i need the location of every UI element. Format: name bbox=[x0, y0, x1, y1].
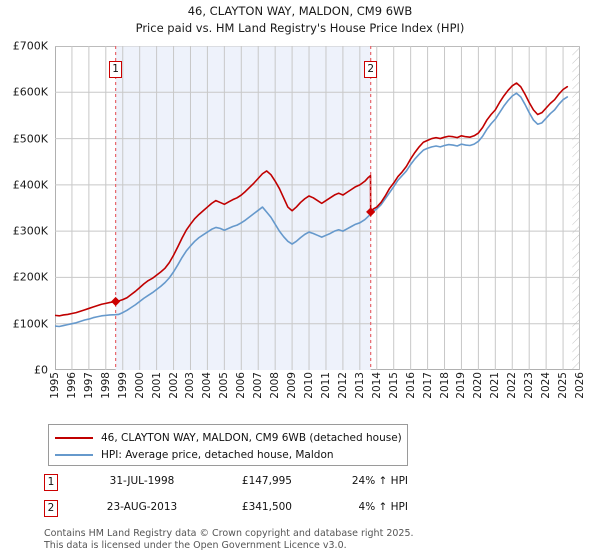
transaction-point-marker-2 bbox=[366, 207, 376, 217]
x-axis-tick-label: 2006 bbox=[235, 372, 248, 399]
x-axis-tick-label: 1999 bbox=[116, 372, 129, 399]
x-axis-tick-label: 2000 bbox=[133, 372, 146, 399]
y-axis-tick-label: £100K bbox=[12, 317, 48, 331]
x-axis-tick-label: 1996 bbox=[65, 372, 78, 399]
x-axis-tick-label: 2005 bbox=[218, 372, 231, 399]
legend-color-swatch bbox=[55, 453, 93, 456]
footer-licence: This data is licensed under the Open Gov… bbox=[44, 539, 347, 551]
x-axis-tick-label: 2021 bbox=[489, 372, 502, 399]
transaction-row[interactable]: 2 23-AUG-2013 £341,500 4% ↑ HPI bbox=[44, 498, 444, 524]
x-axis-tick-label: 2002 bbox=[167, 372, 180, 399]
series-line-price-paid bbox=[55, 82, 569, 317]
legend-color-swatch bbox=[55, 436, 93, 439]
chart-event-badge-2[interactable]: 2 bbox=[364, 61, 378, 78]
legend-item-label: 46, CLAYTON WAY, MALDON, CM9 6WB (detach… bbox=[101, 431, 402, 444]
transaction-hpi-delta: 4% ↑ HPI bbox=[358, 501, 408, 513]
x-axis-tick-label: 2014 bbox=[370, 372, 383, 399]
footer: Contains HM Land Registry data © Crown c… bbox=[44, 528, 584, 551]
chart-event-badge-1[interactable]: 1 bbox=[109, 61, 123, 78]
no-data-hatched-band bbox=[572, 46, 580, 370]
y-axis-tick-label: £400K bbox=[12, 178, 48, 192]
transaction-point-marker-1 bbox=[111, 296, 121, 307]
x-axis-tick-label: 2024 bbox=[540, 372, 553, 399]
x-axis-tick-label: 2003 bbox=[184, 372, 197, 399]
x-axis-tick-label: 2017 bbox=[421, 372, 434, 399]
legend-item-label: HPI: Average price, detached house, Mald… bbox=[101, 448, 334, 461]
x-axis-tick-label: 2016 bbox=[404, 372, 417, 399]
page-subtitle: Price paid vs. HM Land Registry's House … bbox=[135, 21, 465, 35]
x-axis-tick-label: 1995 bbox=[49, 372, 61, 399]
y-axis-tick-label: £0 bbox=[34, 363, 48, 377]
x-axis-tick-label: 2018 bbox=[438, 372, 451, 399]
chart-svg bbox=[55, 46, 580, 370]
x-axis-tick-label: 2009 bbox=[286, 372, 299, 399]
ownership-span-shading bbox=[115, 46, 371, 370]
transaction-date: 23-AUG-2013 bbox=[106, 501, 178, 513]
x-axis-tick-label: 2012 bbox=[336, 372, 349, 399]
x-axis-tick-label: 2010 bbox=[303, 372, 316, 399]
page-title: 46, CLAYTON WAY, MALDON, CM9 6WB bbox=[187, 4, 413, 18]
x-axis-tick-label: 2019 bbox=[455, 372, 468, 399]
series-line-hpi bbox=[55, 92, 569, 328]
y-axis-tick-label: £700K bbox=[12, 39, 48, 53]
y-axis-tick-label: £600K bbox=[12, 85, 48, 99]
chart-legend: 46, CLAYTON WAY, MALDON, CM9 6WB (detach… bbox=[48, 424, 408, 466]
x-axis-tick-label: 2022 bbox=[506, 372, 519, 399]
x-axis-tick-label: 2023 bbox=[523, 372, 536, 399]
x-axis-tick-label: 2020 bbox=[472, 372, 485, 399]
legend-item: 46, CLAYTON WAY, MALDON, CM9 6WB (detach… bbox=[55, 429, 402, 446]
legend-item: HPI: Average price, detached house, Mald… bbox=[55, 446, 401, 463]
x-axis-tick-label: 2026 bbox=[574, 372, 586, 399]
y-axis-tick-label: £300K bbox=[12, 224, 48, 238]
x-axis-tick-label: 2013 bbox=[353, 372, 366, 399]
transaction-index-badge: 2 bbox=[44, 500, 58, 517]
transaction-hpi-delta: 24% ↑ HPI bbox=[351, 475, 408, 487]
x-axis-tick-label: 2007 bbox=[252, 372, 265, 399]
x-axis: 1995 1996 1997 1998 1999 2000 2001 2002 2003 2004… bbox=[49, 372, 586, 420]
transaction-index-badge: 1 bbox=[44, 474, 58, 491]
x-axis-tick-label: 2001 bbox=[150, 372, 163, 399]
title-block: 46, CLAYTON WAY, MALDON, CM9 6WB Price p… bbox=[0, 3, 600, 37]
x-axis-tick-label: 2004 bbox=[201, 372, 214, 399]
y-axis-tick-label: £200K bbox=[12, 270, 48, 284]
x-axis-tick-label: 1997 bbox=[82, 372, 95, 399]
footer-copyright: Contains HM Land Registry data © Crown c… bbox=[44, 528, 414, 539]
transaction-row[interactable]: 1 31-JUL-1998 £147,995 24% ↑ HPI bbox=[44, 472, 444, 498]
x-axis-tick-label: 1998 bbox=[99, 372, 112, 399]
y-axis: £0 £100K £200K £300K £400K £500K £600K £700K bbox=[0, 40, 52, 377]
x-axis-tick-label: 2011 bbox=[319, 372, 332, 399]
transaction-price: £147,995 bbox=[241, 475, 292, 487]
y-axis-tick-label: £500K bbox=[12, 132, 48, 146]
transactions-list: 1 31-JUL-1998 £147,995 24% ↑ HPI 2 23-AUG-201… bbox=[44, 472, 444, 524]
x-axis-tick-label: 2015 bbox=[387, 372, 400, 399]
x-axis-tick-label: 2025 bbox=[557, 372, 570, 399]
transaction-date: 31-JUL-1998 bbox=[109, 475, 175, 487]
x-axis-tick-label: 2008 bbox=[269, 372, 282, 399]
transaction-price: £341,500 bbox=[241, 501, 292, 513]
